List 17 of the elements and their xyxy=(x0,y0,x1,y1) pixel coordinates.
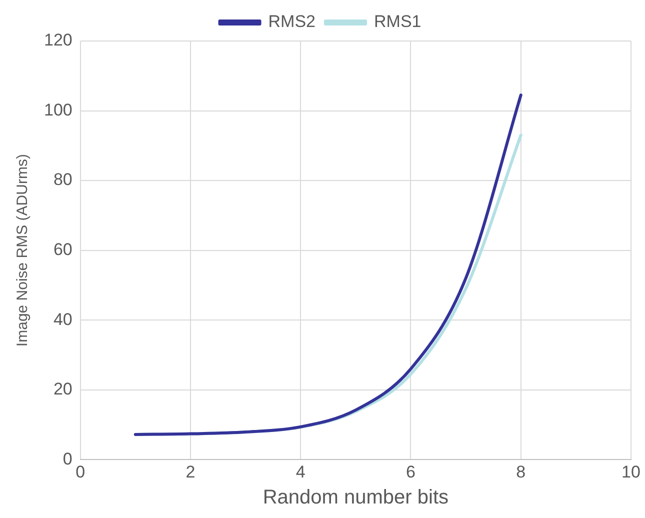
y-tick-label: 40 xyxy=(53,310,72,329)
y-tick-label: 60 xyxy=(53,240,72,259)
y-tick-label: 80 xyxy=(53,170,72,190)
y-axis-title: Image Noise RMS (ADUrms) xyxy=(14,154,32,347)
y-tick-label: 100 xyxy=(44,100,72,120)
legend-label: RMS1 xyxy=(374,12,422,32)
x-tick-label: 6 xyxy=(406,462,416,482)
x-axis-title: Random number bits xyxy=(262,486,449,509)
x-tick-label: 0 xyxy=(76,462,86,482)
y-tick-label: 120 xyxy=(44,30,72,50)
legend-label: RMS2 xyxy=(268,12,316,32)
x-tick-label: 10 xyxy=(622,462,640,482)
y-tick-label: 20 xyxy=(53,380,72,399)
y-tick-label: 0 xyxy=(62,449,72,468)
x-tick-label: 2 xyxy=(186,462,196,482)
x-tick-label: 4 xyxy=(296,462,306,482)
x-tick-label: 8 xyxy=(516,462,526,482)
